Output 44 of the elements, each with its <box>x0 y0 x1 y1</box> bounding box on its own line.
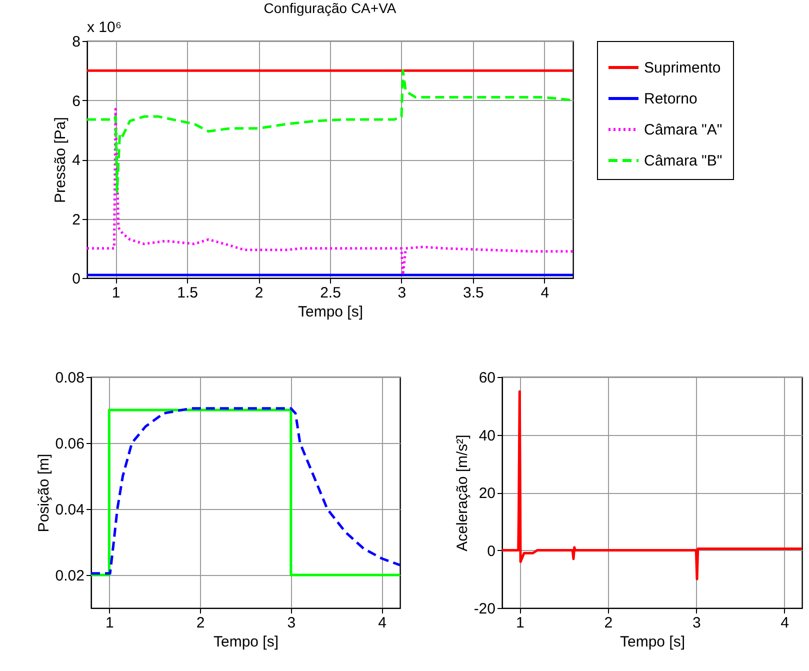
x-tick-label: 4 <box>780 614 790 632</box>
x-axis-title: Tempo [s] <box>620 634 686 650</box>
x-tick-label: 1 <box>106 614 114 632</box>
y-axis-title: Posição [m] <box>35 454 52 532</box>
y-tick-label: 0 <box>72 270 80 288</box>
x-tick-label: 2 <box>604 614 613 632</box>
text: x 10⁶ <box>87 19 122 36</box>
legend-label: Câmara "B" <box>644 152 722 170</box>
line-series <box>87 69 573 194</box>
y-tick-label: 2 <box>72 211 80 228</box>
x-axis-title: Tempo [s] <box>298 304 364 320</box>
y-tick-label: 0 <box>487 542 496 560</box>
x-axis-title: Tempo [s] <box>213 634 279 650</box>
x-tick-label: 4 <box>378 614 386 632</box>
x-tick-label: 2 <box>196 614 205 632</box>
line-series <box>87 108 573 276</box>
x-tick-label: 3.5 <box>463 284 484 302</box>
x-tick-label: 1 <box>112 284 120 302</box>
y-tick-label: 20 <box>478 485 496 502</box>
chart-title: Configuração CA+VA <box>264 0 397 16</box>
line-series <box>502 390 802 580</box>
x-tick-label: 4 <box>540 284 550 302</box>
y-tick-label: 60 <box>478 370 496 386</box>
y-tick-label: 0.02 <box>55 568 84 584</box>
y-tick-label: 0.08 <box>55 370 84 386</box>
y-tick-label: 0.04 <box>55 502 84 518</box>
y-axis-title: Pressão [Pa] <box>52 117 70 203</box>
y-tick-label: 4 <box>72 152 80 169</box>
x-tick-label: 3 <box>692 614 701 632</box>
x-tick-label: 1.5 <box>177 284 198 302</box>
x-tick-label: 2.5 <box>320 284 341 302</box>
y-tick-label: 8 <box>72 34 80 50</box>
y-tick-label: 40 <box>478 427 496 444</box>
y-tick-label: -20 <box>474 600 496 618</box>
legend-label: Suprimento <box>644 60 721 76</box>
x-tick-label: 3 <box>398 284 406 302</box>
legend-label: Retorno <box>644 90 698 108</box>
y-tick-label: 0.06 <box>55 436 84 452</box>
x-tick-label: 3 <box>287 614 296 632</box>
x-tick-label: 1 <box>516 614 524 632</box>
y-axis-title: Aceleração [m/s²] <box>454 434 471 552</box>
x-tick-label: 2 <box>254 284 264 302</box>
y-tick-label: 6 <box>72 92 80 110</box>
legend-label: Câmara "A" <box>644 122 722 138</box>
